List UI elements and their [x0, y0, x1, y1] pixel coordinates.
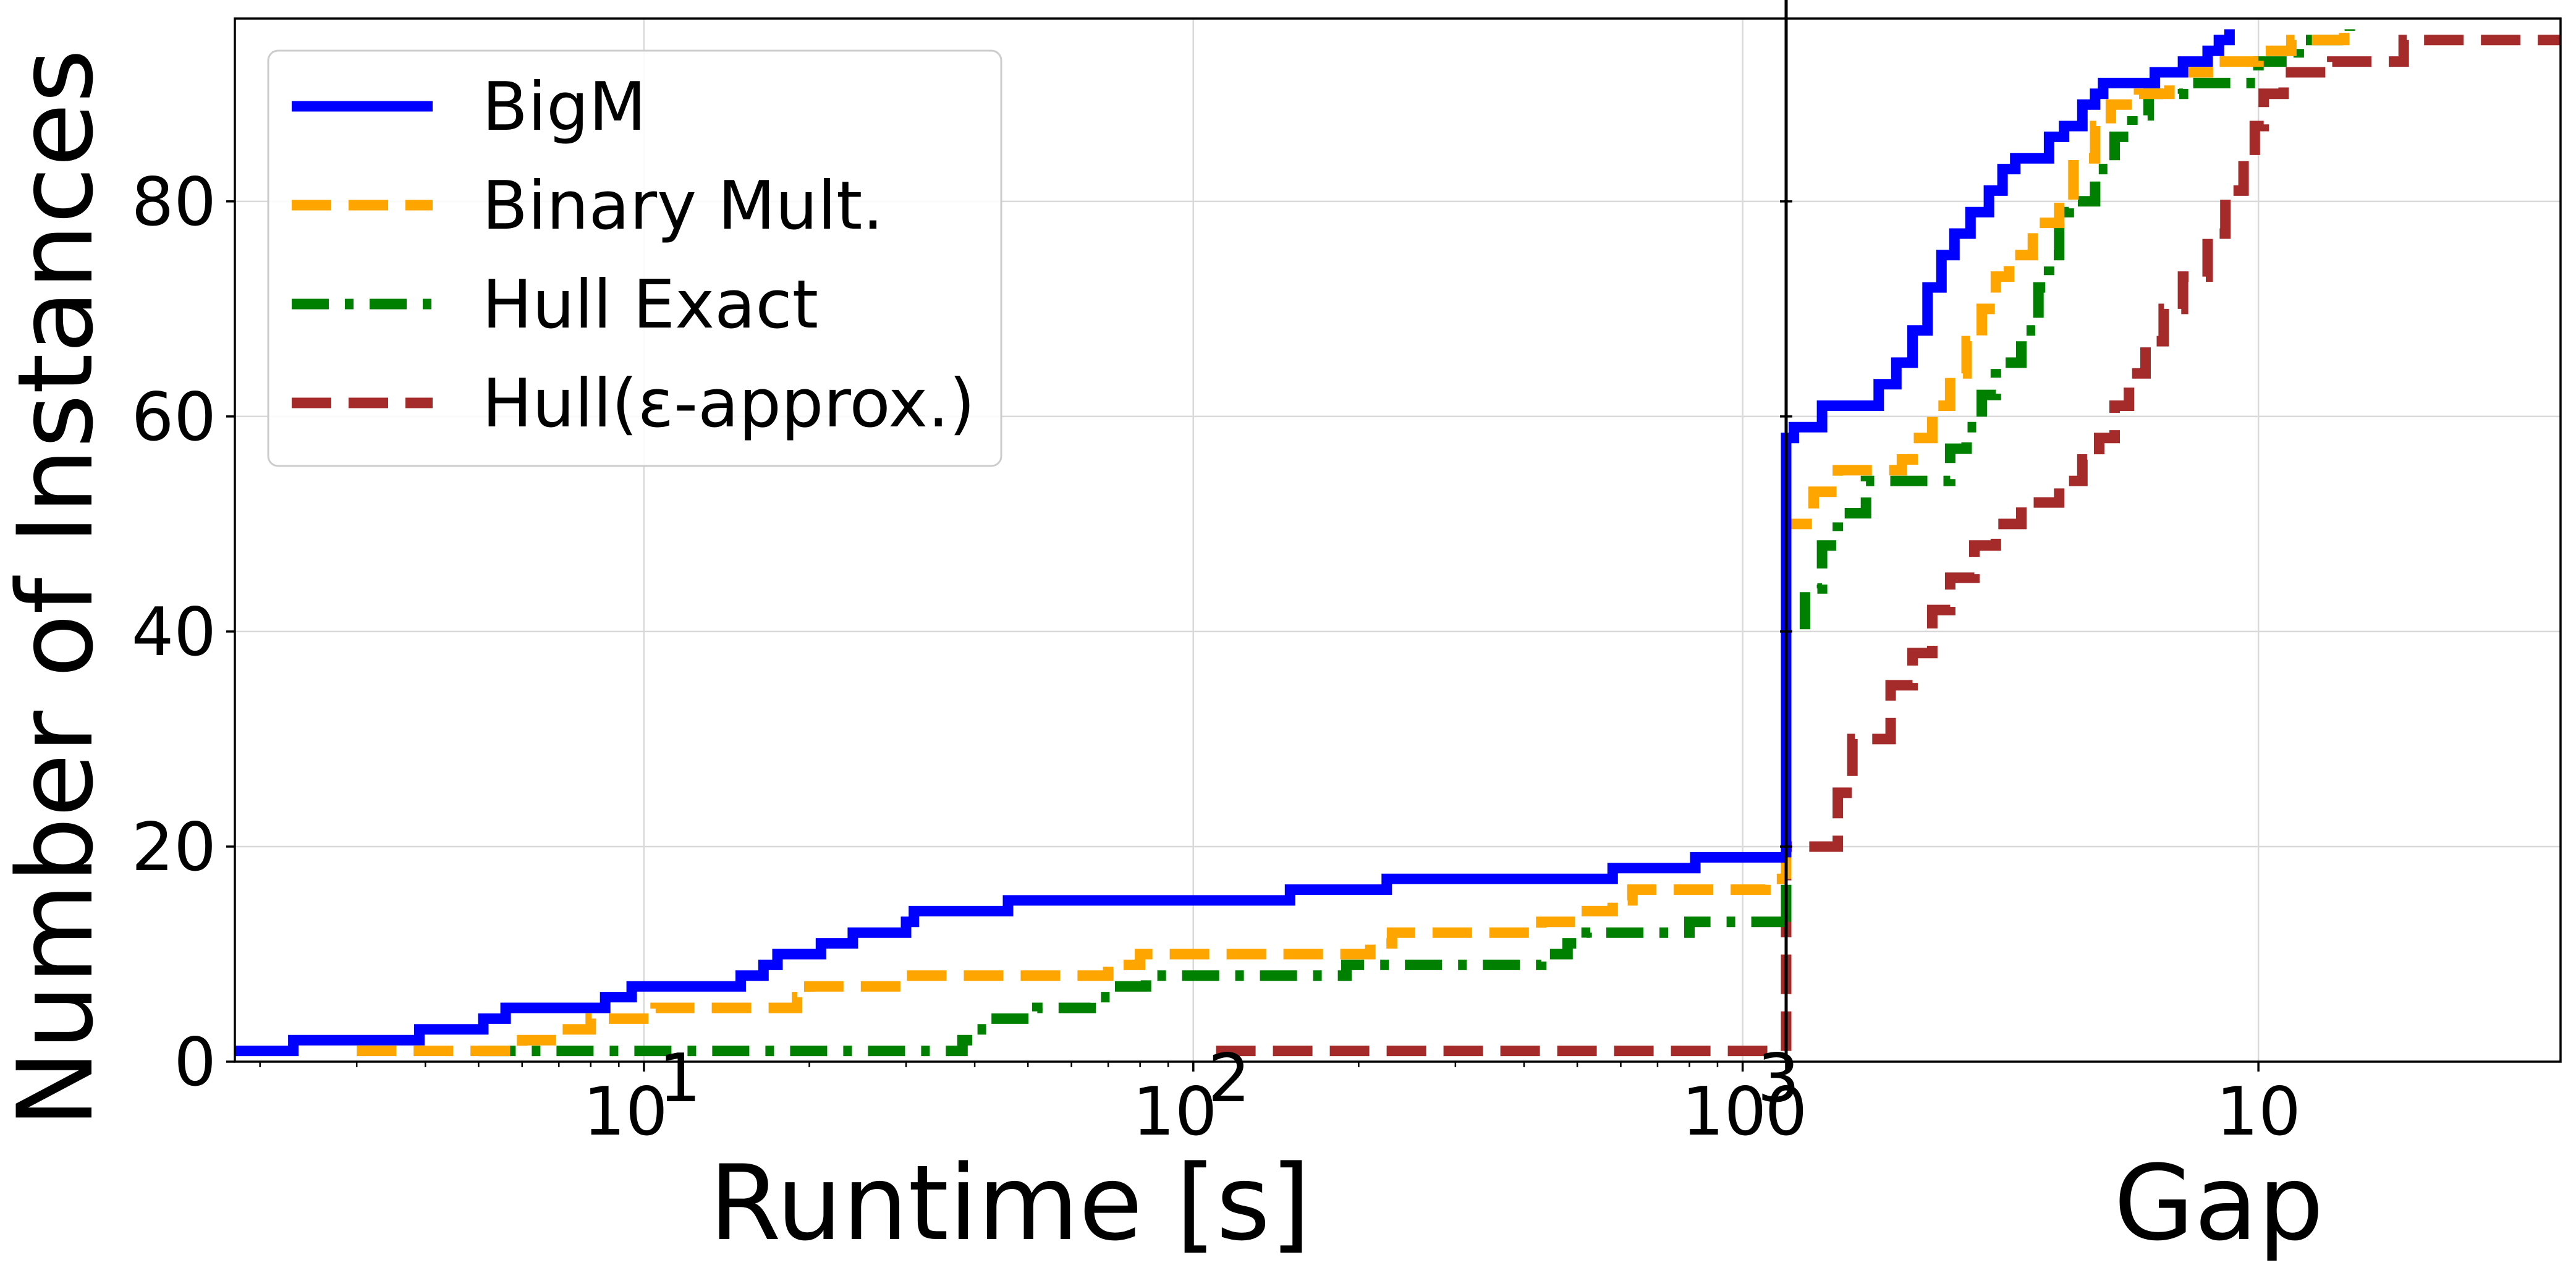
- legend-label-bigm: BigM: [482, 69, 646, 146]
- legend-box: [267, 49, 1002, 467]
- plot-frame: [234, 17, 2562, 1063]
- legend-label-binary-mult: Binary Mult.: [482, 167, 884, 245]
- legend-label-hull-approx: Hull(ε-approx.): [482, 365, 975, 442]
- x-tick-label-runtime: 10: [1682, 1073, 1766, 1151]
- y-axis-title: Number of Instances: [0, 49, 116, 1128]
- x-tick-label-gap: 10: [2216, 1073, 2300, 1151]
- y-tick-label: 40: [132, 594, 216, 671]
- y-tick-label: 80: [132, 164, 216, 241]
- series-line-gap-bigm: [1781, 29, 2235, 858]
- y-tick-label: 20: [132, 809, 216, 886]
- legend-label-hull-exact: Hull Exact: [482, 266, 818, 344]
- x-tick-exponent-runtime: 3: [1757, 1040, 1800, 1117]
- x-axis-title-runtime: Runtime [s]: [709, 1143, 1311, 1264]
- x-axis-title-gap: Gap: [2114, 1143, 2324, 1264]
- y-tick-label: 60: [132, 379, 216, 456]
- series-line-runtime-bigm: [235, 852, 1786, 1057]
- axes-frame: [234, 0, 2562, 1063]
- series-line-gap-binary-mult: [1781, 29, 2350, 879]
- series-line-gap-hull-approx: [1781, 35, 2561, 1051]
- x-tick-label-runtime: 10: [583, 1073, 667, 1151]
- x-tick-label-gap: 0: [1765, 1073, 1808, 1151]
- y-tick-label: 0: [174, 1024, 216, 1101]
- series-line-gap-hull-exact: [1781, 29, 2355, 922]
- series-layer: [235, 29, 2561, 1057]
- series-line-runtime-binary-mult: [357, 873, 1786, 1057]
- series-line-runtime-hull-exact: [478, 916, 1786, 1057]
- x-tick-label-runtime: 10: [1132, 1073, 1217, 1151]
- x-tick-exponent-runtime: 2: [1208, 1040, 1250, 1117]
- legend: BigM Binary Mult. Hull Exact Hull(ε-approx.…: [267, 49, 1002, 467]
- x-tick-exponent-runtime: 1: [659, 1040, 701, 1117]
